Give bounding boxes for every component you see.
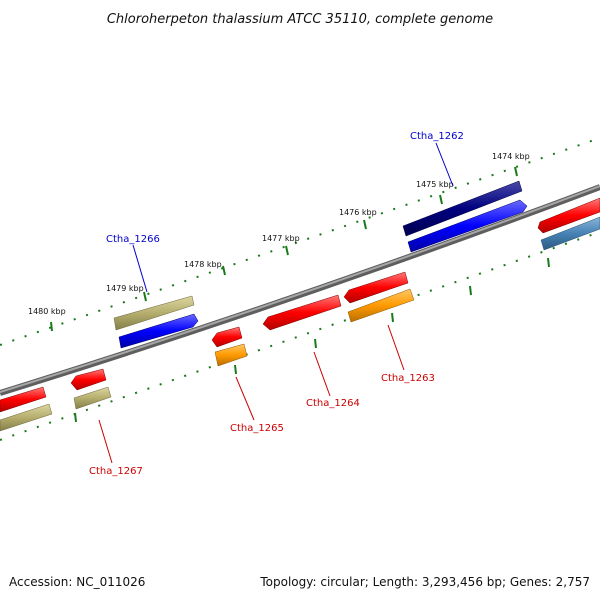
- inner-tick-track: [0, 231, 600, 441]
- scale-label-1475: 1475 kbp: [416, 180, 454, 189]
- scale-labels: 1474 kbp 1475 kbp 1476 kbp 1477 kbp 1478…: [28, 152, 530, 316]
- forward-genes: [113, 180, 600, 349]
- gene-arrow-red-left[interactable]: [0, 386, 47, 413]
- genome-backbone: [0, 184, 600, 396]
- gene-label-ctha-1262[interactable]: Ctha_1262: [410, 131, 464, 142]
- accession-text: Accession: NC_011026: [9, 575, 145, 589]
- inner-major-ticks: [74, 257, 550, 423]
- gene-arrow-blue-1266[interactable]: [118, 313, 199, 349]
- scale-label-1479: 1479 kbp: [106, 284, 144, 293]
- map-title: Chloroherpeton thalassium ATCC 35110, co…: [107, 12, 493, 27]
- outer-major-ticks: [50, 166, 518, 332]
- gene-arrow-orange-1265[interactable]: [214, 343, 248, 367]
- gene-arrow-red-1264[interactable]: [262, 294, 342, 331]
- gene-arrow-red-right[interactable]: [537, 197, 600, 234]
- gene-arrow-olive-1266[interactable]: [113, 295, 195, 331]
- gene-label-ctha-1267[interactable]: Ctha_1267: [89, 466, 143, 477]
- gene-arrow-red-1265[interactable]: [211, 326, 243, 348]
- scale-label-1480: 1480 kbp: [28, 307, 66, 316]
- scale-label-1478: 1478 kbp: [184, 260, 222, 269]
- gene-arrow-olive-1267[interactable]: [73, 386, 112, 410]
- scale-label-1474: 1474 kbp: [492, 152, 530, 161]
- scale-label-1476: 1476 kbp: [339, 208, 377, 217]
- gene-arrow-olive-left[interactable]: [0, 403, 53, 432]
- gene-arrow-red-1267[interactable]: [70, 368, 107, 391]
- gene-arrow-steel[interactable]: [540, 216, 600, 251]
- gene-arrow-blue-1262[interactable]: [407, 199, 528, 253]
- label-leaders: [98, 142, 454, 464]
- gene-label-ctha-1266[interactable]: Ctha_1266: [106, 234, 160, 245]
- gene-label-ctha-1265[interactable]: Ctha_1265: [230, 423, 284, 434]
- gene-arrow-navy[interactable]: [402, 180, 523, 237]
- scale-label-1477: 1477 kbp: [262, 234, 300, 243]
- reverse-genes: [0, 271, 415, 432]
- gene-arrow-red-1263[interactable]: [343, 271, 409, 304]
- gene-arrow-orange-1263[interactable]: [347, 288, 415, 323]
- gene-labels: Ctha_1262 Ctha_1263 Ctha_1264 Ctha_1265 …: [89, 131, 464, 477]
- outer-tick-track: [0, 137, 600, 346]
- gene-label-ctha-1264[interactable]: Ctha_1264: [306, 398, 360, 409]
- gene-label-ctha-1263[interactable]: Ctha_1263: [381, 373, 435, 384]
- genome-summary-text: Topology: circular; Length: 3,293,456 bp…: [259, 575, 590, 589]
